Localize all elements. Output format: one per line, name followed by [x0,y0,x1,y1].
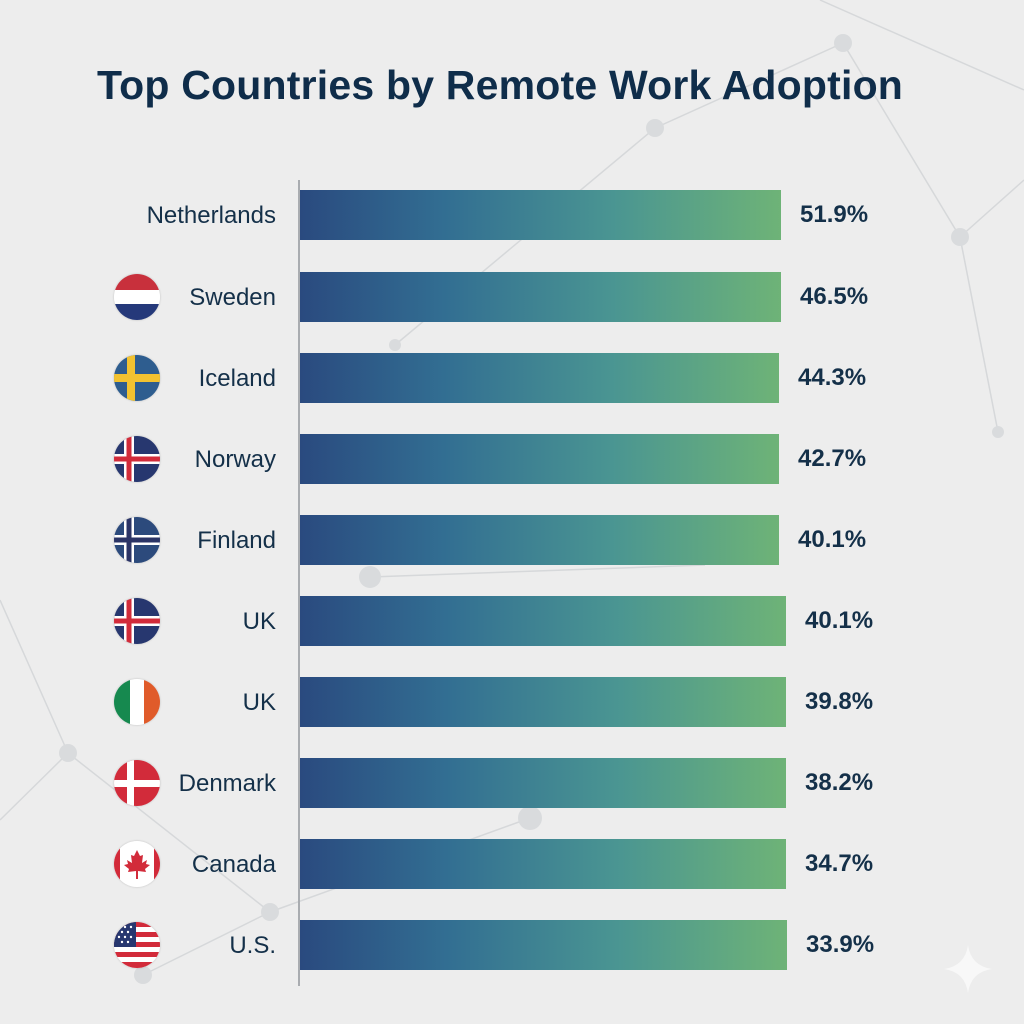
denmark-flag-icon [114,760,160,806]
bar-row: UK 39.8% [0,677,1024,727]
data-label: 39.8% [805,688,874,715]
category-label: UK [242,689,276,716]
y-axis-line [298,180,300,986]
bar-row: Finland 40.1% [0,515,1024,565]
data-label: 33.9% [806,931,875,958]
iceland-flag-icon [114,598,160,644]
bar [300,677,786,727]
bar [300,353,779,403]
bar [300,515,779,565]
bar-row: Sweden 46.5% [0,272,1024,322]
data-label: 46.5% [800,283,869,310]
bar-row: UK 40.1% [0,596,1024,646]
sparkle-icon [944,945,992,993]
bar-row: U.S. 33.9% [0,920,1024,970]
ireland-flag-icon [114,679,160,725]
norway-flag-icon [114,517,160,563]
bar [300,190,781,240]
bar-row: Canada 34.7% [0,839,1024,889]
bar-row: Norway 42.7% [0,434,1024,484]
data-label: 40.1% [805,607,874,634]
category-label: Norway [194,446,276,473]
bar [300,596,786,646]
bar [300,839,786,889]
data-label: 38.2% [805,769,874,796]
category-label: U.S. [229,932,276,959]
sweden-flag-icon [114,355,160,401]
category-label: Netherlands [146,202,276,229]
data-label: 40.1% [798,526,867,553]
data-label: 44.3% [798,364,867,391]
data-label: 51.9% [800,201,869,228]
category-label: Canada [191,851,276,878]
usa-flag-icon [114,922,160,968]
data-label: 34.7% [805,850,874,877]
category-label: Sweden [189,284,276,311]
category-label: Iceland [198,365,276,392]
category-label: Finland [197,527,276,554]
bar [300,758,786,808]
bar-row: Netherlands 51.9% [0,190,1024,240]
canada-flag-icon [114,841,160,887]
netherlands-flag-icon [114,274,160,320]
data-label: 42.7% [798,445,867,472]
bar [300,920,787,970]
bar-row: Iceland 44.3% [0,353,1024,403]
bar-row: Denmark 38.2% [0,758,1024,808]
iceland-flag-icon [114,436,160,482]
bar [300,272,781,322]
category-label: UK [242,608,276,635]
chart-title: Top Countries by Remote Work Adoption [96,62,904,108]
bar [300,434,779,484]
category-label: Denmark [178,770,276,797]
